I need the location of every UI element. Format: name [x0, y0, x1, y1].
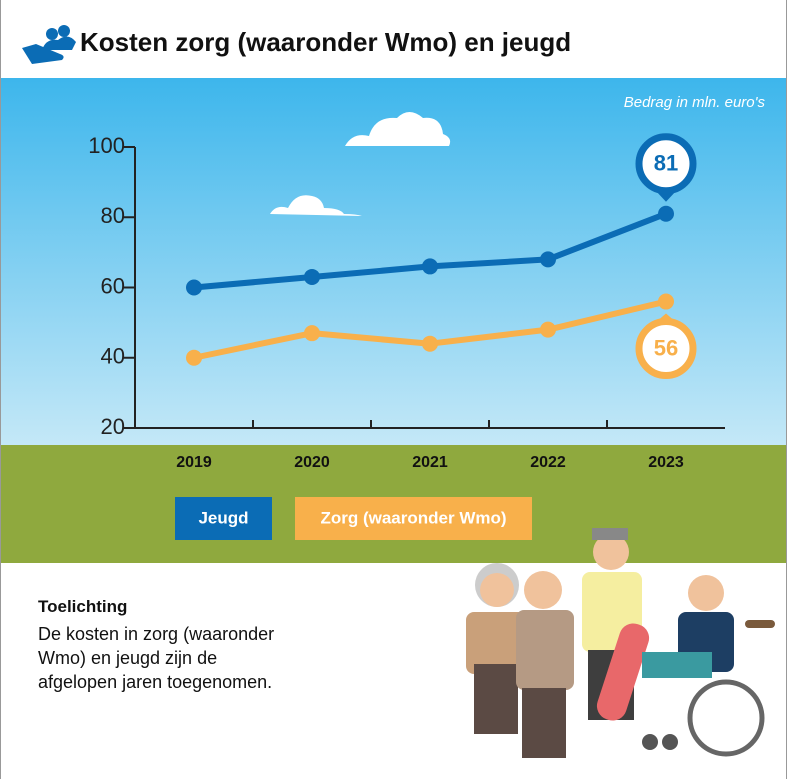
- y-tick-label: 40: [101, 344, 125, 369]
- legend-swatch: [295, 497, 532, 540]
- data-point: [422, 258, 438, 275]
- data-point: [186, 279, 202, 296]
- note-line: afgelopen jaren toegenomen.: [38, 672, 273, 692]
- y-tick-label: 100: [88, 133, 125, 158]
- note-line: De kosten in zorg (waaronder: [38, 624, 275, 644]
- legend-label: Zorg (waaronder Wmo): [320, 508, 506, 527]
- x-tick-label: 2022: [530, 454, 566, 471]
- data-point: [186, 349, 202, 366]
- note-title: Toelichting: [38, 597, 128, 616]
- clouds: [270, 112, 451, 216]
- x-tick-label: 2019: [176, 454, 212, 471]
- data-point: [304, 325, 320, 342]
- legend-swatch: [175, 497, 272, 540]
- chart-title: Kosten zorg (waaronder Wmo) en jeugd: [80, 27, 571, 57]
- title-icon: [22, 25, 76, 64]
- people-illustration: [466, 528, 775, 758]
- data-point: [540, 321, 556, 338]
- data-point: [540, 251, 556, 268]
- y-tick-label: 60: [101, 273, 125, 298]
- x-tick-label: 2021: [412, 454, 448, 471]
- data-label: 56: [654, 335, 678, 360]
- note-body: De kosten in zorg (waaronder Wmo) en jeug…: [38, 622, 274, 694]
- x-tick-label: 2020: [294, 454, 330, 471]
- callout-bubble: [635, 318, 697, 380]
- chart-subtitle: Bedrag in mln. euro's: [624, 94, 766, 111]
- data-point: [422, 335, 438, 352]
- data-point: [304, 268, 320, 285]
- data-label: 81: [654, 151, 678, 176]
- data-point: [658, 293, 674, 310]
- note-line: Wmo) en jeugd zijn de: [38, 648, 218, 668]
- y-tick-label: 20: [101, 414, 125, 439]
- y-tick-label: 80: [101, 203, 125, 228]
- legend-label: Jeugd: [198, 508, 248, 527]
- x-tick-label: 2023: [648, 454, 684, 471]
- callout-bubble: [635, 133, 697, 195]
- data-point: [658, 205, 674, 222]
